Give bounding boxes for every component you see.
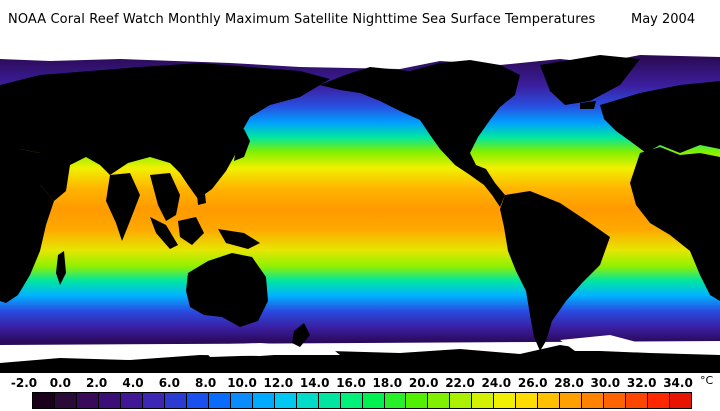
legend-swatch xyxy=(318,393,341,408)
sumatra xyxy=(150,217,178,249)
legend-tick-label: -2.0 xyxy=(10,376,38,390)
new-zealand xyxy=(292,323,310,347)
continents xyxy=(0,55,720,351)
legend-swatch xyxy=(494,393,517,408)
legend-swatch xyxy=(538,393,561,408)
india xyxy=(106,173,140,241)
legend-tick-label: 14.0 xyxy=(299,376,330,390)
new-guinea xyxy=(218,229,260,249)
legend-swatch xyxy=(472,393,495,408)
arabia xyxy=(40,153,70,201)
africa xyxy=(0,149,54,303)
legend-swatch xyxy=(428,393,451,408)
legend-tick-label: 10.0 xyxy=(227,376,257,390)
philippines xyxy=(196,183,206,205)
color-legend: -2.0 0.0 2.0 4.0 6.0 8.0 10.0 12.0 14.0 16.0 18.0 2… xyxy=(0,373,720,411)
legend-swatch xyxy=(516,393,539,408)
arctic-ice xyxy=(0,45,720,69)
legend-swatch xyxy=(76,393,99,408)
title-text: NOAA Coral Reef Watch Monthly Maximum Sa… xyxy=(8,12,596,27)
legend-swatch xyxy=(54,393,77,408)
madagascar xyxy=(56,251,66,285)
legend-color-bar xyxy=(32,392,692,409)
legend-tick-label: 16.0 xyxy=(336,376,366,390)
legend-swatch xyxy=(604,393,627,408)
legend-swatch xyxy=(670,393,692,408)
legend-tick-label: 20.0 xyxy=(408,376,439,390)
legend-tick-label: 18.0 xyxy=(372,376,403,390)
title-date: May 2004 xyxy=(631,12,696,27)
europe xyxy=(600,81,720,153)
japan xyxy=(232,129,250,161)
legend-tick-label: 6.0 xyxy=(158,376,180,390)
legend-tick-label: 0.0 xyxy=(49,376,71,390)
legend-swatch xyxy=(252,393,275,408)
legend-tick-label: 24.0 xyxy=(481,376,512,390)
legend-tick-label: 2.0 xyxy=(86,376,108,390)
legend-swatch xyxy=(340,393,363,408)
legend-swatch xyxy=(384,393,407,408)
legend-swatch xyxy=(33,393,55,408)
legend-tick-label: 32.0 xyxy=(626,376,657,390)
sst-world-map xyxy=(0,45,720,373)
south-america xyxy=(500,191,610,351)
greenland xyxy=(540,55,640,105)
legend-swatch xyxy=(208,393,231,408)
indochina xyxy=(150,173,180,221)
iceland xyxy=(580,101,596,109)
legend-swatch xyxy=(120,393,143,408)
legend-tick-label: 8.0 xyxy=(195,376,217,390)
eurasia xyxy=(0,63,330,199)
legend-tick-label: 30.0 xyxy=(590,376,621,390)
legend-swatch xyxy=(186,393,209,408)
legend-swatch xyxy=(142,393,165,408)
uk xyxy=(604,105,614,123)
legend-unit: °C xyxy=(700,374,714,387)
australia xyxy=(186,253,268,327)
legend-swatch xyxy=(582,393,605,408)
legend-swatch xyxy=(450,393,473,408)
legend-swatch xyxy=(274,393,297,408)
legend-swatch xyxy=(626,393,649,408)
legend-swatch xyxy=(296,393,319,408)
legend-swatch xyxy=(230,393,253,408)
legend-tick-label: 12.0 xyxy=(263,376,294,390)
legend-tick-label: 22.0 xyxy=(445,376,475,390)
legend-tick-label: 26.0 xyxy=(517,376,548,390)
legend-swatch xyxy=(560,393,583,408)
legend-swatch xyxy=(98,393,121,408)
legend-tick-label: 28.0 xyxy=(554,376,584,390)
africa-west xyxy=(630,147,720,301)
legend-swatch xyxy=(648,393,671,408)
north-america xyxy=(320,60,520,207)
legend-swatch xyxy=(164,393,187,408)
figure-title: NOAA Coral Reef Watch Monthly Maximum Sa… xyxy=(0,12,720,34)
legend-swatch xyxy=(406,393,429,408)
borneo xyxy=(178,217,204,245)
legend-tick-label: 34.0 xyxy=(663,376,693,390)
legend-tick-label: 4.0 xyxy=(122,376,144,390)
legend-swatch xyxy=(362,393,385,408)
